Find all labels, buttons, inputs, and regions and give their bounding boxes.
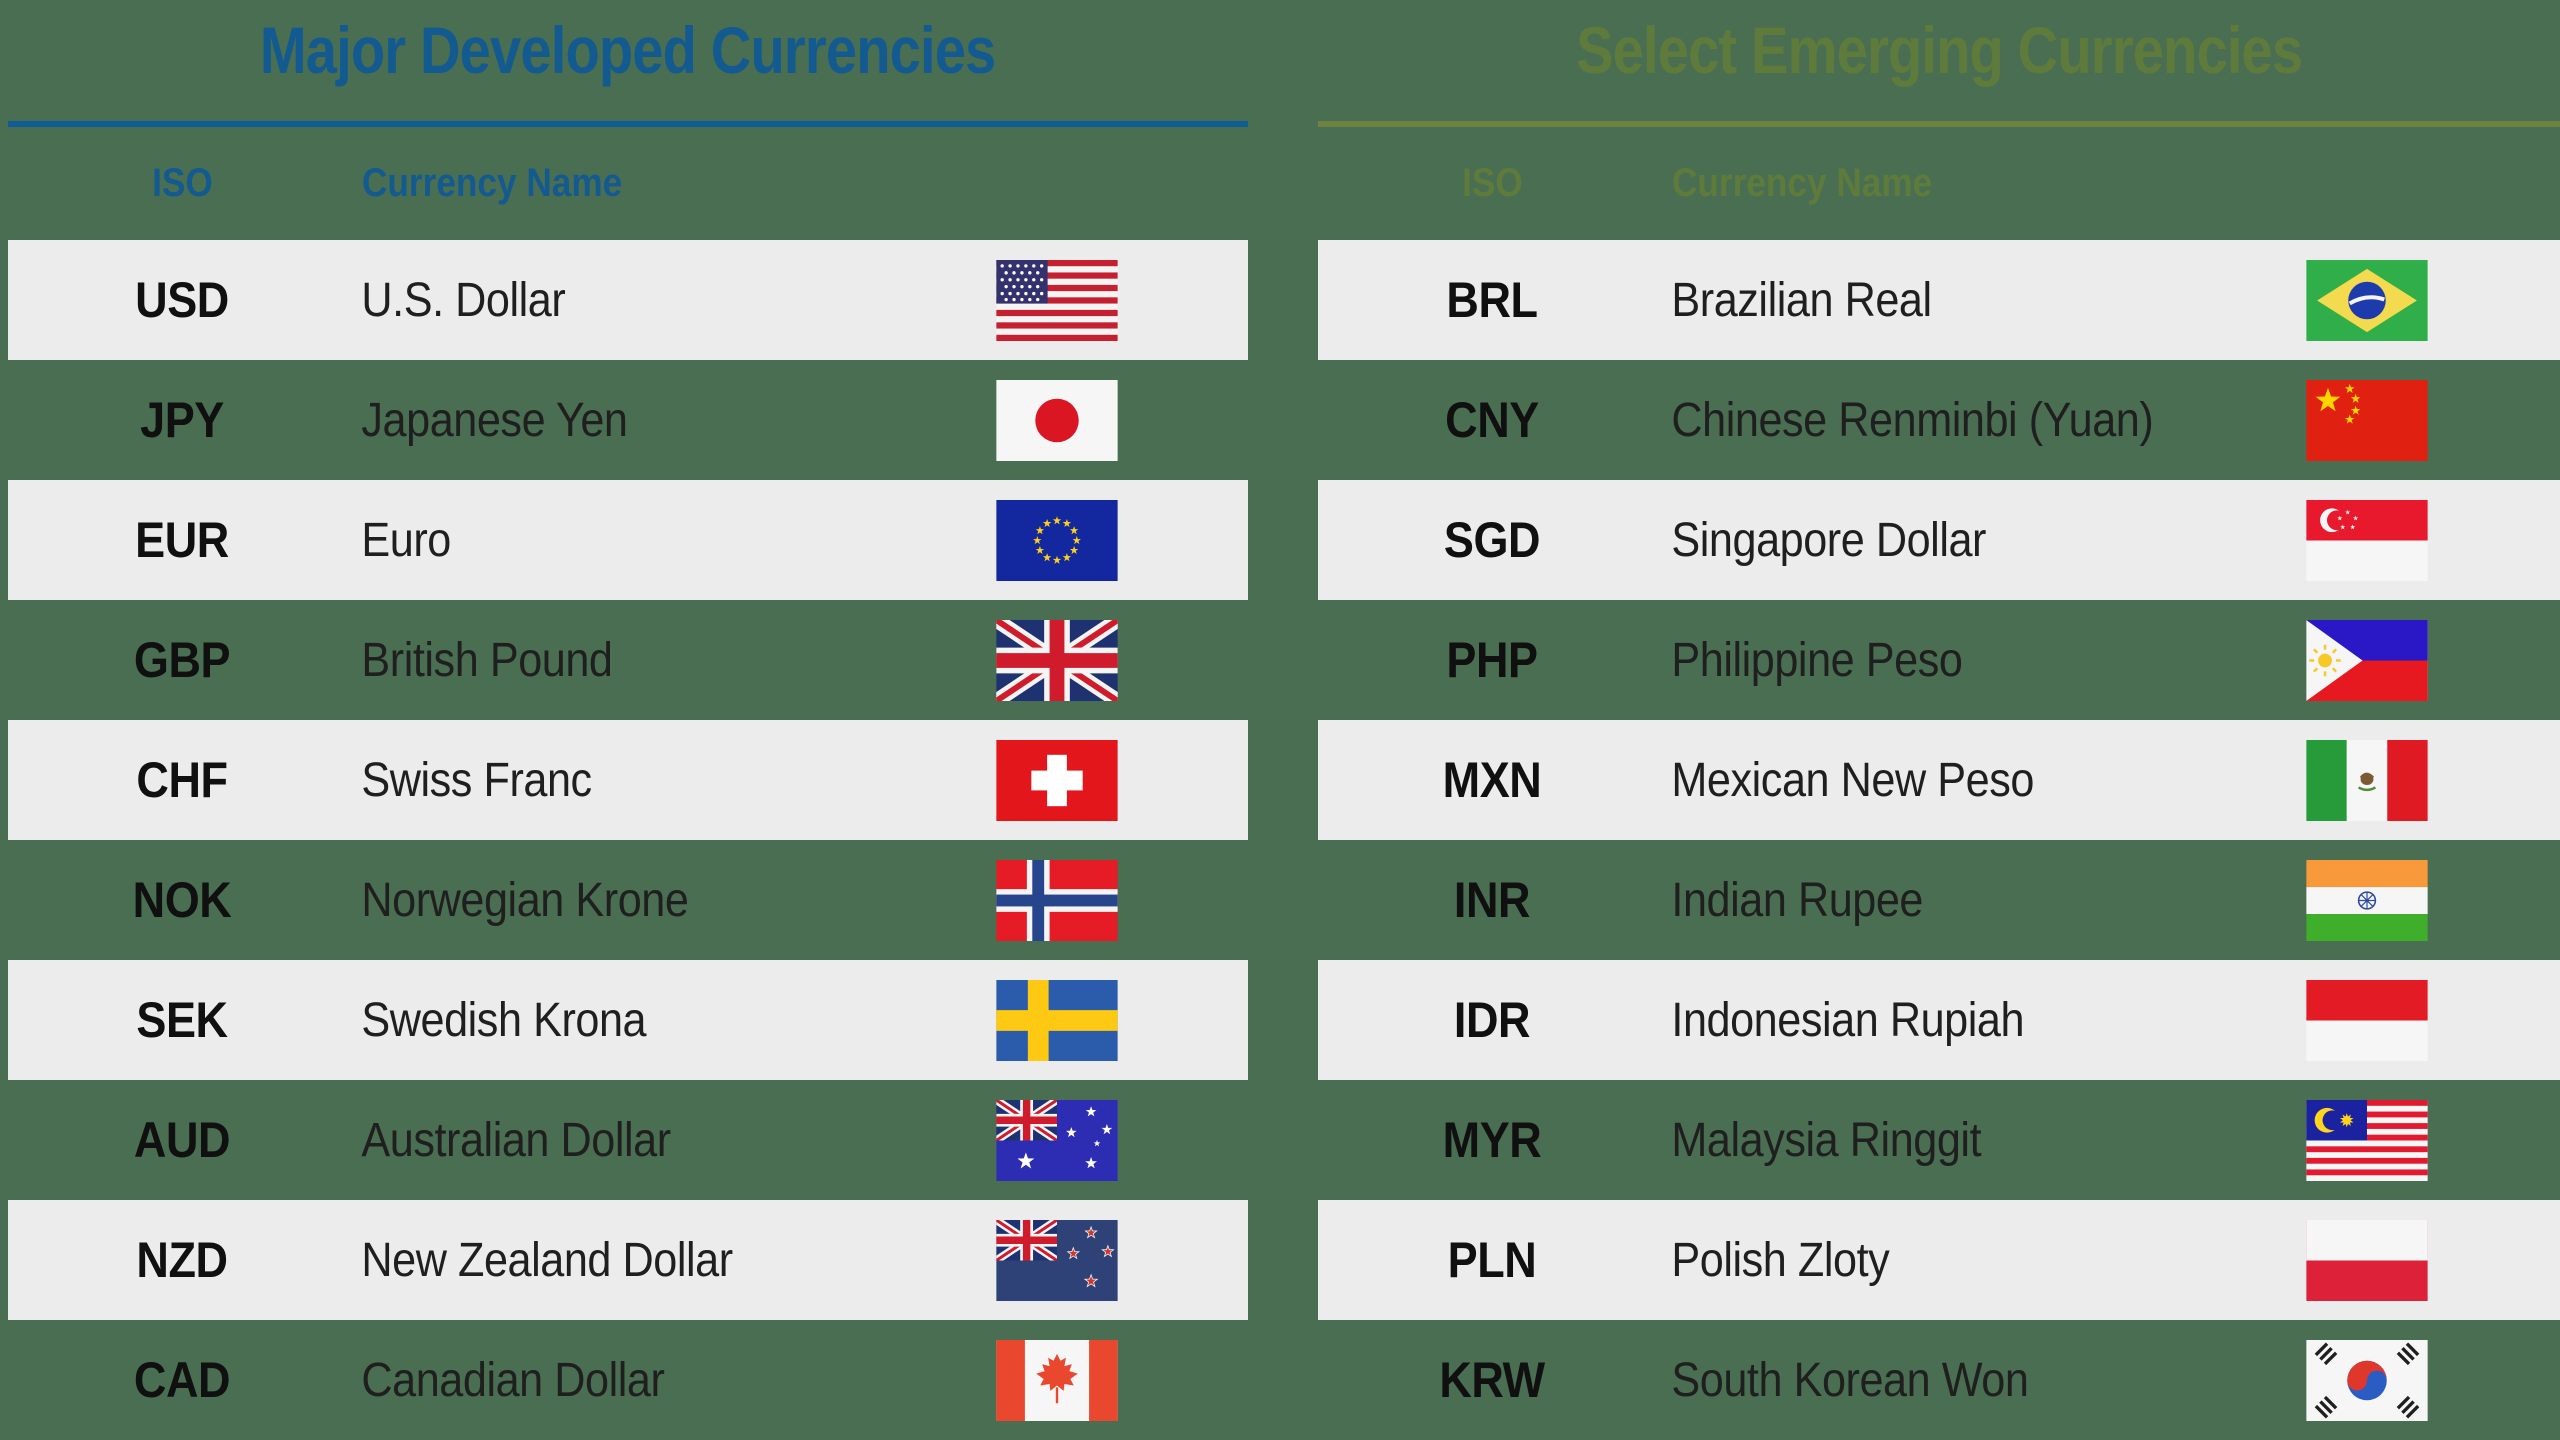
jp-flag-icon	[996, 380, 1118, 461]
emerging-iso-column-header: ISO	[1461, 161, 1523, 205]
iso-code: AUD	[133, 1112, 231, 1168]
developed-title-underline	[8, 121, 1248, 127]
table-rows: USD U.S. Dollar JPY Japanese Yen EUR Eur…	[8, 240, 1248, 1440]
table-row: USD U.S. Dollar	[8, 240, 1248, 360]
table-row: SEK Swedish Krona	[8, 960, 1248, 1080]
table-row: GBP British Pound	[8, 600, 1248, 720]
currency-name: New Zealand Dollar	[361, 1233, 733, 1287]
nz-flag-icon	[996, 1220, 1118, 1301]
ph-flag-icon	[2306, 620, 2428, 701]
us-flag-icon	[996, 260, 1118, 341]
id-flag-icon	[2306, 980, 2428, 1061]
iso-code: NZD	[136, 1232, 228, 1288]
table-row: NOK Norwegian Krone	[8, 840, 1248, 960]
iso-code: IDR	[1453, 992, 1531, 1048]
iso-code: PLN	[1447, 1232, 1537, 1288]
developed-name-column-header: Currency Name	[362, 161, 623, 205]
currency-name: British Pound	[361, 633, 613, 687]
table-row: NZD New Zealand Dollar	[8, 1200, 1248, 1320]
iso-code: CHF	[136, 752, 228, 808]
emerging-table-title: Select Emerging Currencies	[1318, 12, 2560, 88]
table-row: MYR Malaysia Ringgit	[1318, 1080, 2560, 1200]
emerging-table-title-text: Select Emerging Currencies	[1575, 13, 2303, 87]
currency-name: Swiss Franc	[361, 753, 592, 807]
au-flag-icon	[996, 1100, 1118, 1181]
my-flag-icon	[2306, 1100, 2428, 1181]
currency-name: Australian Dollar	[361, 1113, 671, 1167]
table-row: CAD Canadian Dollar	[8, 1320, 1248, 1440]
table-row: CNY Chinese Renminbi (Yuan)	[1318, 360, 2560, 480]
in-flag-icon	[2306, 860, 2428, 941]
currency-name: Malaysia Ringgit	[1671, 1113, 1982, 1167]
currency-name: Philippine Peso	[1671, 633, 1963, 687]
currency-name: U.S. Dollar	[361, 273, 566, 327]
kr-flag-icon	[2306, 1340, 2428, 1421]
iso-code: EUR	[135, 512, 229, 568]
eu-flag-icon	[996, 500, 1118, 581]
developed-currencies-table: Major Developed Currencies ISO Currency …	[8, 0, 1248, 1440]
iso-code: INR	[1453, 872, 1531, 928]
iso-code: NOK	[132, 872, 232, 928]
iso-code: GBP	[133, 632, 231, 688]
iso-code: MXN	[1442, 752, 1542, 808]
currency-name: Norwegian Krone	[361, 873, 689, 927]
iso-code: USD	[135, 272, 229, 328]
pl-flag-icon	[2306, 1220, 2428, 1301]
table-row: INR Indian Rupee	[1318, 840, 2560, 960]
currency-name: Chinese Renminbi (Yuan)	[1671, 393, 2154, 447]
currency-name: Mexican New Peso	[1671, 753, 2034, 807]
emerging-column-headers: ISO Currency Name	[1318, 156, 2560, 210]
iso-code: MYR	[1442, 1112, 1542, 1168]
br-flag-icon	[2306, 260, 2428, 341]
iso-code: CNY	[1445, 392, 1539, 448]
iso-code: JPY	[140, 392, 224, 448]
emerging-currencies-table: Select Emerging Currencies ISO Currency …	[1318, 0, 2560, 1440]
table-row: IDR Indonesian Rupiah	[1318, 960, 2560, 1080]
table-row: AUD Australian Dollar	[8, 1080, 1248, 1200]
iso-code: SGD	[1443, 512, 1541, 568]
table-row: SGD Singapore Dollar	[1318, 480, 2560, 600]
currency-name: Polish Zloty	[1671, 1233, 1890, 1287]
table-row: PLN Polish Zloty	[1318, 1200, 2560, 1320]
iso-code: KRW	[1439, 1352, 1545, 1408]
table-row: JPY Japanese Yen	[8, 360, 1248, 480]
currency-name: Euro	[361, 513, 451, 567]
currency-name: Swedish Krona	[361, 993, 647, 1047]
iso-code: BRL	[1446, 272, 1538, 328]
cn-flag-icon	[2306, 380, 2428, 461]
currency-name: South Korean Won	[1671, 1353, 2029, 1407]
iso-code: PHP	[1446, 632, 1538, 688]
se-flag-icon	[996, 980, 1118, 1061]
iso-code: SEK	[136, 992, 228, 1048]
no-flag-icon	[996, 860, 1118, 941]
developed-table-title-text: Major Developed Currencies	[260, 13, 996, 87]
currency-name: Brazilian Real	[1671, 273, 1932, 327]
currency-name: Singapore Dollar	[1671, 513, 1986, 567]
developed-table-title: Major Developed Currencies	[8, 12, 1248, 88]
table-row: PHP Philippine Peso	[1318, 600, 2560, 720]
table-row: CHF Swiss Franc	[8, 720, 1248, 840]
ch-flag-icon	[996, 740, 1118, 821]
table-row: EUR Euro	[8, 480, 1248, 600]
mx-flag-icon	[2306, 740, 2428, 821]
iso-code: CAD	[133, 1352, 231, 1408]
table-rows: BRL Brazilian Real CNY Chinese Renminbi …	[1318, 240, 2560, 1440]
gb-flag-icon	[996, 620, 1118, 701]
emerging-title-underline	[1318, 121, 2560, 127]
table-row: MXN Mexican New Peso	[1318, 720, 2560, 840]
currency-name: Indonesian Rupiah	[1671, 993, 2025, 1047]
currency-name: Japanese Yen	[361, 393, 628, 447]
table-row: KRW South Korean Won	[1318, 1320, 2560, 1440]
developed-column-headers: ISO Currency Name	[8, 156, 1248, 210]
table-row: BRL Brazilian Real	[1318, 240, 2560, 360]
emerging-name-column-header: Currency Name	[1672, 161, 1933, 205]
developed-iso-column-header: ISO	[151, 161, 213, 205]
currency-name: Canadian Dollar	[361, 1353, 665, 1407]
ca-flag-icon	[996, 1340, 1118, 1421]
currency-name: Indian Rupee	[1671, 873, 1924, 927]
sg-flag-icon	[2306, 500, 2428, 581]
